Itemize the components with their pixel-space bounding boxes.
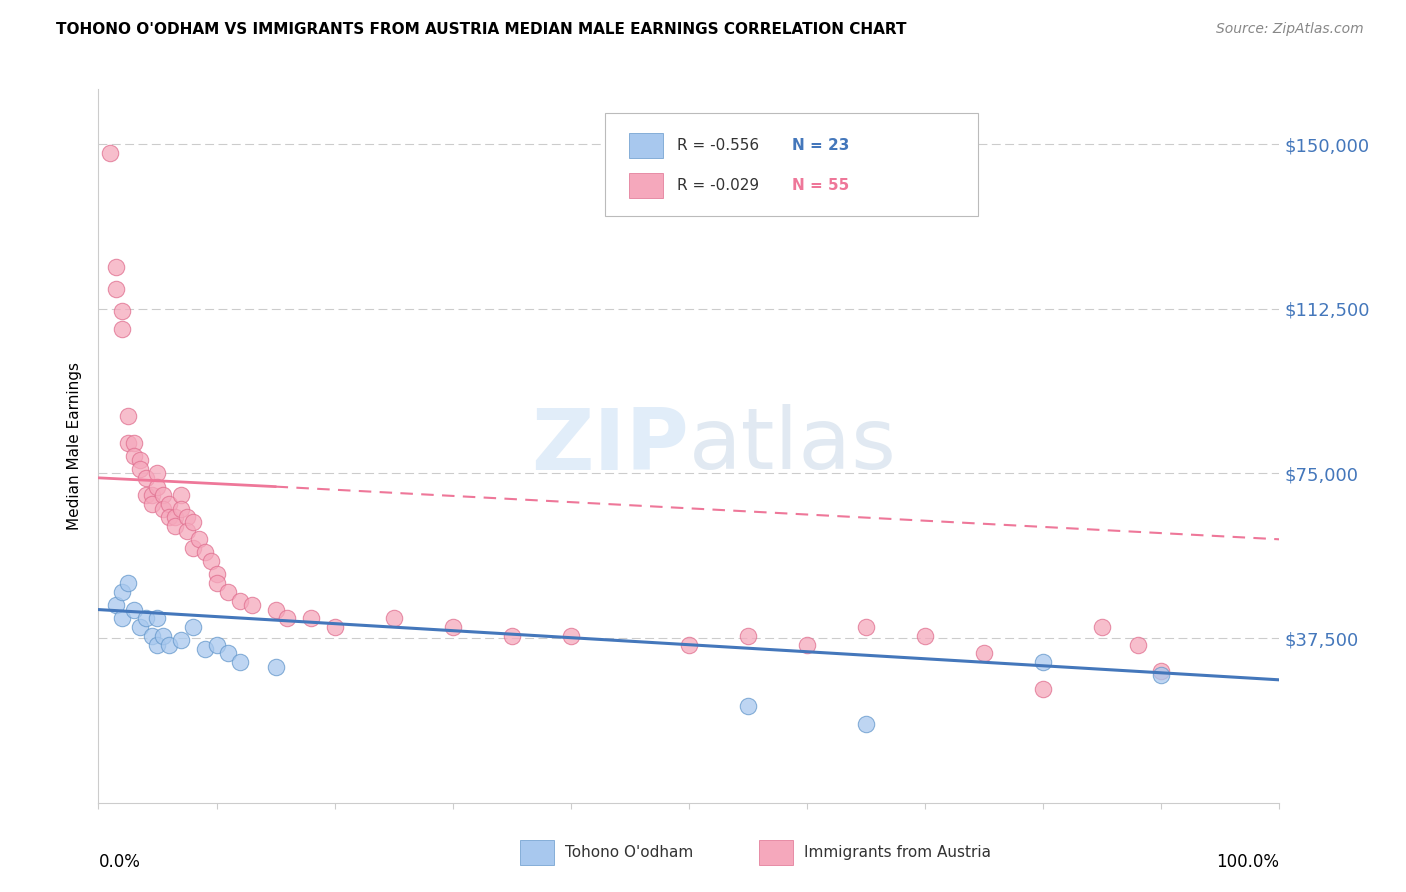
Point (135, 611, 157, 625)
Point (1150, 668, 1173, 682)
Point (678, 638, 700, 652)
Point (1032, 655, 1054, 669)
Point (264, 602, 287, 616)
Point (205, 567, 228, 582)
Text: R = -0.029: R = -0.029 (676, 178, 759, 193)
Point (170, 488, 193, 502)
Point (194, 642, 217, 657)
Point (181, 541, 204, 555)
Point (105, 282, 128, 296)
Point (170, 501, 193, 516)
Text: N = 55: N = 55 (792, 178, 849, 193)
Point (122, 435, 145, 450)
Point (152, 488, 174, 502)
Point (229, 594, 252, 608)
Text: Tohono O'odham: Tohono O'odham (565, 846, 693, 860)
Text: ZIP: ZIP (531, 404, 689, 488)
Point (157, 510, 180, 524)
Point (152, 501, 174, 516)
Point (146, 638, 169, 652)
Point (141, 488, 163, 502)
Point (122, 449, 145, 463)
Point (117, 576, 139, 591)
Point (128, 462, 150, 476)
Y-axis label: Median Male Earnings: Median Male Earnings (67, 362, 83, 530)
Text: R = -0.556: R = -0.556 (676, 138, 759, 153)
Point (194, 545, 217, 559)
Point (111, 321, 134, 335)
Point (441, 620, 464, 634)
Point (105, 598, 128, 612)
Point (240, 598, 263, 612)
Point (973, 647, 995, 661)
Point (152, 629, 174, 643)
Point (157, 497, 180, 511)
Point (737, 699, 759, 714)
Point (914, 629, 936, 643)
Point (176, 524, 198, 538)
Point (165, 519, 187, 533)
Point (105, 260, 128, 274)
Point (111, 585, 134, 599)
Point (111, 304, 134, 318)
Point (187, 533, 209, 547)
Text: Immigrants from Austria: Immigrants from Austria (804, 846, 991, 860)
Point (157, 638, 180, 652)
Point (117, 409, 139, 424)
Point (141, 497, 163, 511)
Point (323, 620, 346, 634)
Point (276, 611, 298, 625)
Point (737, 629, 759, 643)
Point (146, 467, 169, 481)
Point (229, 655, 252, 669)
Point (165, 510, 187, 524)
Point (117, 435, 139, 450)
Point (122, 602, 145, 616)
Point (855, 716, 877, 731)
Point (135, 488, 157, 502)
Point (128, 453, 150, 467)
Text: 100.0%: 100.0% (1216, 853, 1279, 871)
Point (111, 611, 134, 625)
Text: 0.0%: 0.0% (98, 853, 141, 871)
Point (146, 480, 169, 494)
Point (146, 611, 169, 625)
Point (205, 576, 228, 591)
Text: atlas: atlas (689, 404, 897, 488)
Point (98, 145, 121, 160)
Text: TOHONO O'ODHAM VS IMMIGRANTS FROM AUSTRIA MEDIAN MALE EARNINGS CORRELATION CHART: TOHONO O'ODHAM VS IMMIGRANTS FROM AUSTRI… (56, 22, 907, 37)
Point (181, 620, 204, 634)
Point (501, 629, 523, 643)
Point (200, 554, 222, 568)
Point (382, 611, 405, 625)
Point (181, 515, 204, 529)
Point (1032, 681, 1054, 696)
Point (176, 510, 198, 524)
Point (217, 585, 239, 599)
Point (264, 659, 287, 673)
Point (560, 629, 582, 643)
Point (1126, 638, 1149, 652)
Point (855, 620, 877, 634)
Text: Source: ZipAtlas.com: Source: ZipAtlas.com (1216, 22, 1364, 37)
Point (299, 611, 322, 625)
Point (217, 647, 239, 661)
Point (135, 471, 157, 485)
Point (1150, 664, 1173, 678)
Point (796, 638, 818, 652)
Point (141, 629, 163, 643)
Point (170, 633, 193, 648)
Point (1091, 620, 1114, 634)
Text: N = 23: N = 23 (792, 138, 849, 153)
Point (205, 638, 228, 652)
Point (128, 620, 150, 634)
